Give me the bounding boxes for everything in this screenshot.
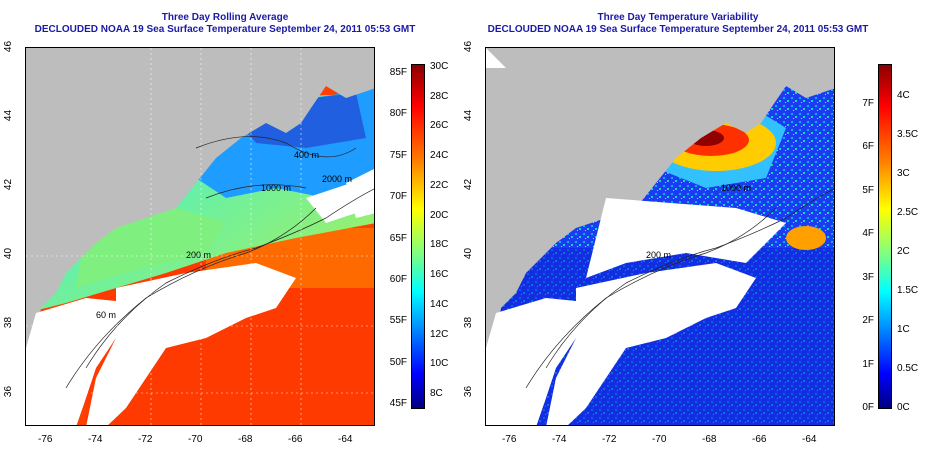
x-tick: -66 [288, 434, 303, 445]
colorbar-tick-label: 2.5C [897, 207, 919, 218]
colorbar-tick-label: 5F [862, 184, 874, 196]
x-tick: -70 [188, 434, 203, 445]
colorbar-tick-label: 20C [430, 209, 449, 221]
colorbar-tick-label: 16C [430, 269, 449, 281]
colorbar-tick-label: 2C [897, 246, 910, 257]
y-tick: 46 [463, 40, 475, 53]
x-tick: -74 [88, 434, 103, 445]
colorbar-tick-label: 50F [389, 356, 407, 368]
left-panel-title: Three Day Rolling Average [161, 12, 289, 23]
y-tick: 40 [463, 247, 475, 260]
y-tick: 38 [463, 316, 475, 329]
colorbar-tick-label: 2F [862, 315, 874, 327]
colorbar-tick-label: 30C [430, 61, 449, 72]
colorbar-tick-label: 1C [897, 324, 910, 335]
colorbar-tick-label: 3C [897, 168, 910, 179]
colorbar-tick-label: 4F [862, 228, 874, 240]
y-tick: 40 [3, 247, 15, 260]
colorbar-tick-label: 3F [862, 271, 874, 283]
x-tick: -76 [38, 434, 53, 445]
x-tick: -68 [702, 434, 717, 445]
y-tick: 44 [463, 109, 475, 122]
contour-label: 60 m [96, 310, 116, 320]
colorbar-tick-label: 1F [862, 358, 874, 370]
colorbar-tick-label: 70F [389, 191, 407, 203]
left-panel-subtitle: DECLOUDED NOAA 19 Sea Surface Temperatur… [34, 24, 416, 35]
y-tick: 46 [3, 40, 15, 53]
right-panel-subtitle: DECLOUDED NOAA 19 Sea Surface Temperatur… [487, 24, 869, 35]
colorbar-tick-label: 10C [430, 358, 449, 370]
colorbar-tick-label: 28C [430, 90, 449, 102]
colorbar-tick-label: 65F [389, 232, 407, 244]
y-tick: 44 [3, 109, 15, 122]
y-tick: 36 [463, 385, 475, 398]
x-tick: -72 [138, 434, 153, 445]
contour-label: 200 m [646, 250, 671, 260]
x-tick: -66 [752, 434, 767, 445]
y-tick: 42 [3, 178, 15, 191]
colorbar-tick-label: 0F [862, 402, 874, 413]
sst-colorbar [411, 64, 425, 409]
right-contour-labels: 200 m 1000 m [646, 183, 751, 260]
colorbar-tick-label: 0.5C [897, 363, 919, 374]
contour-label: 1000 m [261, 183, 291, 193]
x-tick: -64 [338, 434, 353, 445]
sst-average-map: 200 m 400 m 1000 m 2000 m 60 m [25, 47, 375, 426]
colorbar-tick-label: 60F [389, 273, 407, 285]
x-tick: -74 [552, 434, 567, 445]
colorbar-tick-label: 0C [897, 402, 910, 413]
sst-average-image: 200 m 400 m 1000 m 2000 m 60 m [26, 48, 374, 425]
x-tick: -68 [238, 434, 253, 445]
colorbar-tick-label: 4C [897, 90, 910, 101]
contour-label: 1000 m [721, 183, 751, 193]
colorbar-tick-label: 1.5C [897, 285, 919, 296]
left-contour-labels: 200 m 400 m 1000 m 2000 m 60 m [96, 150, 352, 320]
colorbar-tick-label: 80F [389, 108, 407, 120]
colorbar-tick-label: 26C [430, 120, 449, 132]
x-tick: -64 [802, 434, 817, 445]
colorbar-tick-label: 6F [862, 141, 874, 153]
variability-colorbar [878, 64, 892, 409]
colorbar-tick-label: 3.5C [897, 129, 919, 140]
contour-label: 2000 m [322, 174, 352, 184]
y-tick: 42 [463, 178, 475, 191]
x-tick: -72 [602, 434, 617, 445]
colorbar-tick-label: 75F [389, 149, 407, 161]
contour-label: 400 m [294, 150, 319, 160]
x-tick: -70 [652, 434, 667, 445]
sst-variability-image: 200 m 1000 m [486, 48, 834, 425]
colorbar-tick-label: 45F [389, 398, 407, 409]
y-tick: 36 [3, 385, 15, 398]
colorbar-tick-label: 7F [862, 98, 874, 109]
colorbar-tick-label: 85F [389, 67, 407, 78]
colorbar-tick-label: 18C [430, 239, 449, 251]
sst-variability-map: 200 m 1000 m [485, 47, 835, 426]
colorbar-tick-label: 55F [389, 315, 407, 327]
x-tick: -76 [502, 434, 517, 445]
contour-label: 200 m [186, 250, 211, 260]
y-tick: 38 [3, 316, 15, 329]
colorbar-tick-label: 22C [430, 179, 449, 191]
colorbar-tick-label: 8C [430, 388, 443, 399]
right-panel-title: Three Day Temperature Variability [597, 12, 759, 23]
colorbar-tick-label: 24C [430, 150, 449, 162]
colorbar-tick-label: 12C [430, 328, 449, 340]
colorbar-tick-label: 14C [430, 298, 449, 310]
